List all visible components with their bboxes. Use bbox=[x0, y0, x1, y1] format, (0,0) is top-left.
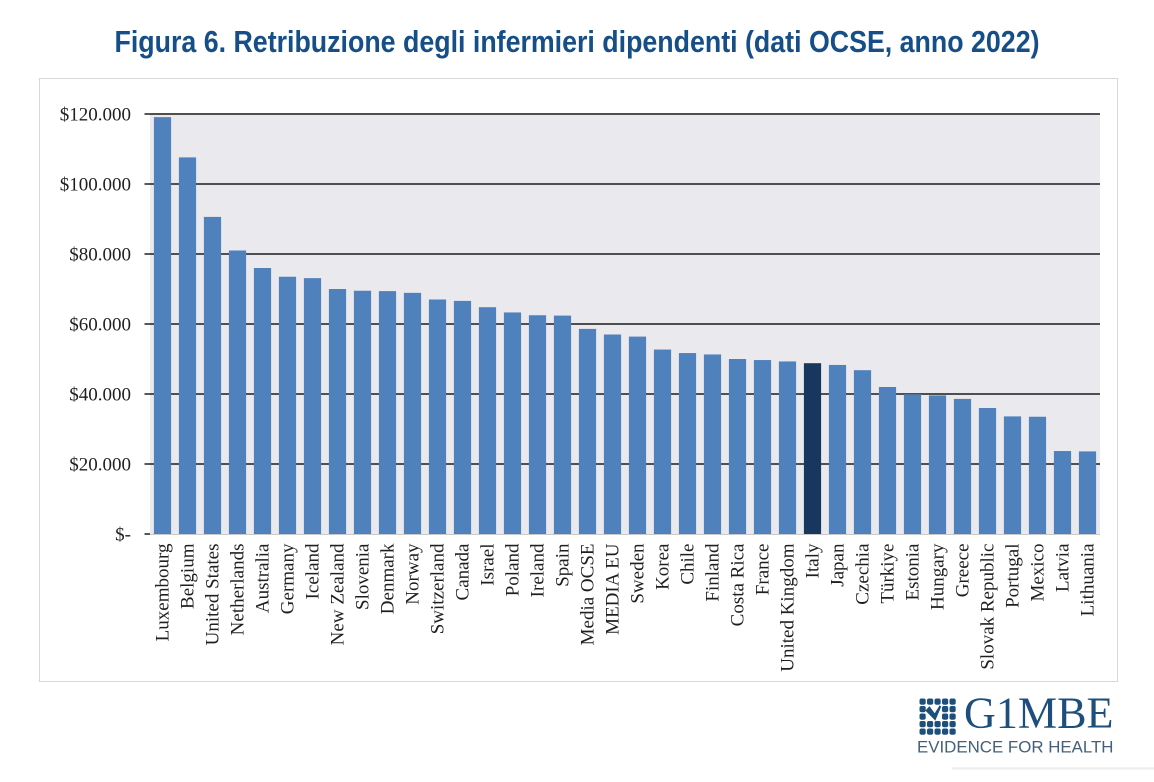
svg-text:Lithuania: Lithuania bbox=[1078, 543, 1099, 616]
svg-text:Japan: Japan bbox=[828, 543, 849, 587]
svg-text:Slovak Republic: Slovak Republic bbox=[978, 544, 999, 670]
svg-text:Spain: Spain bbox=[553, 543, 574, 587]
svg-text:Israel: Israel bbox=[478, 544, 499, 586]
svg-text:Belgium: Belgium bbox=[178, 543, 199, 609]
svg-text:Luxembourg: Luxembourg bbox=[153, 543, 174, 641]
svg-text:Australia: Australia bbox=[253, 543, 274, 613]
svg-text:Greece: Greece bbox=[953, 544, 974, 598]
svg-text:Czechia: Czechia bbox=[853, 543, 874, 605]
svg-text:Estonia: Estonia bbox=[903, 543, 924, 601]
svg-text:Chile: Chile bbox=[678, 544, 699, 585]
svg-text:Media OCSE: Media OCSE bbox=[578, 544, 599, 646]
svg-text:$80.000: $80.000 bbox=[69, 245, 131, 266]
svg-text:Netherlands: Netherlands bbox=[228, 544, 249, 636]
svg-text:Canada: Canada bbox=[453, 543, 474, 601]
svg-text:Poland: Poland bbox=[503, 543, 524, 596]
svg-text:$120.000: $120.000 bbox=[60, 105, 131, 126]
svg-text:MEDIA EU: MEDIA EU bbox=[603, 543, 624, 635]
svg-text:Slovenia: Slovenia bbox=[353, 543, 374, 610]
svg-text:United States: United States bbox=[203, 544, 224, 646]
svg-text:Norway: Norway bbox=[403, 543, 424, 605]
svg-text:Portugal: Portugal bbox=[1003, 544, 1024, 608]
svg-text:G1MBE: G1MBE bbox=[964, 689, 1114, 738]
svg-text:Hungary: Hungary bbox=[928, 543, 949, 610]
svg-text:United Kingdom: United Kingdom bbox=[778, 543, 799, 671]
svg-text:Sweden: Sweden bbox=[628, 543, 649, 604]
svg-text:$40.000: $40.000 bbox=[69, 385, 131, 406]
svg-text:Latvia: Latvia bbox=[1053, 543, 1074, 592]
svg-text:EVIDENCE FOR HEALTH: EVIDENCE FOR HEALTH bbox=[917, 738, 1114, 757]
svg-text:Denmark: Denmark bbox=[378, 543, 399, 614]
svg-text:France: France bbox=[753, 544, 774, 596]
svg-text:Italy: Italy bbox=[803, 543, 824, 578]
svg-text:Türkiye: Türkiye bbox=[878, 544, 899, 604]
svg-text:Ireland: Ireland bbox=[528, 543, 549, 597]
svg-text:New Zealand: New Zealand bbox=[328, 543, 349, 645]
svg-text:Iceland: Iceland bbox=[303, 543, 324, 599]
svg-text:$60.000: $60.000 bbox=[69, 315, 131, 336]
svg-text:$-: $- bbox=[115, 525, 131, 546]
svg-text:Germany: Germany bbox=[278, 543, 299, 614]
svg-text:Figura 6. Retribuzione degli i: Figura 6. Retribuzione degli infermieri … bbox=[115, 24, 1040, 59]
svg-text:Switzerland: Switzerland bbox=[428, 543, 449, 634]
svg-text:Mexico: Mexico bbox=[1028, 544, 1049, 602]
svg-text:Korea: Korea bbox=[653, 543, 674, 590]
svg-text:Costa Rica: Costa Rica bbox=[728, 543, 749, 626]
svg-text:$100.000: $100.000 bbox=[60, 175, 131, 196]
svg-text:Finland: Finland bbox=[703, 543, 724, 602]
svg-text:$20.000: $20.000 bbox=[69, 455, 131, 476]
